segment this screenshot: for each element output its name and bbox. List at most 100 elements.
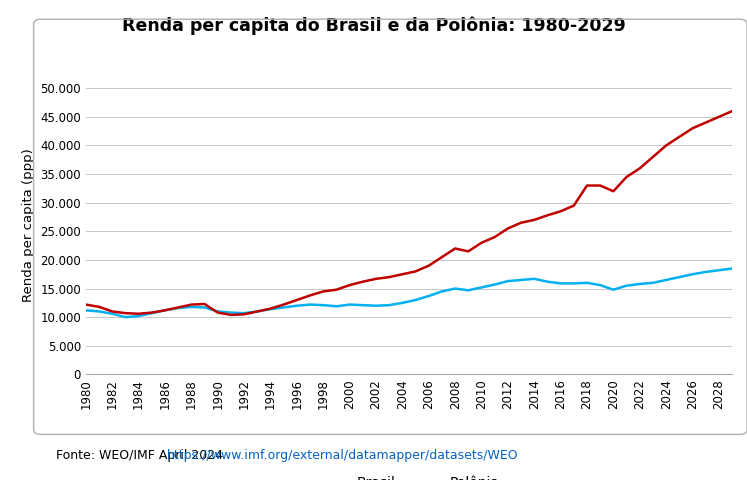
- Polônia: [385, 274, 394, 280]
- Polônia: [503, 226, 512, 231]
- Polônia: [569, 203, 578, 208]
- Polônia: [226, 312, 235, 318]
- Brasil: [306, 302, 314, 308]
- Brasil: [648, 280, 657, 286]
- Brasil: [266, 306, 275, 312]
- Brasil: [121, 314, 130, 320]
- Polônia: [675, 134, 684, 140]
- Brasil: [517, 277, 526, 283]
- Brasil: [332, 303, 341, 309]
- Brasil: [490, 282, 499, 288]
- Polônia: [345, 282, 354, 288]
- Brasil: [345, 302, 354, 308]
- Brasil: [240, 310, 249, 316]
- Brasil: [557, 280, 565, 286]
- Text: Renda per capita do Brasil e da Polônia: 1980-2029: Renda per capita do Brasil e da Polônia:…: [122, 17, 625, 36]
- Polônia: [411, 268, 420, 274]
- Brasil: [187, 304, 196, 310]
- Polônia: [371, 276, 380, 282]
- Brasil: [609, 287, 618, 293]
- Brasil: [214, 309, 223, 314]
- Brasil: [464, 288, 473, 293]
- Text: https://www.imf.org/external/datamapper/datasets/WEO: https://www.imf.org/external/datamapper/…: [167, 449, 518, 462]
- Polônia: [121, 310, 130, 316]
- Polônia: [95, 304, 104, 310]
- Polônia: [214, 310, 223, 315]
- Brasil: [385, 302, 394, 308]
- Y-axis label: Renda per capita (ppp): Renda per capita (ppp): [22, 149, 35, 302]
- Brasil: [319, 302, 328, 308]
- Polônia: [662, 143, 671, 148]
- Brasil: [371, 303, 380, 309]
- Polônia: [266, 306, 275, 312]
- Polônia: [319, 288, 328, 294]
- Polônia: [174, 305, 183, 311]
- Polônia: [635, 166, 644, 171]
- Brasil: [635, 281, 644, 287]
- Polônia: [714, 114, 723, 120]
- Polônia: [438, 254, 447, 260]
- Polônia: [490, 234, 499, 240]
- Brasil: [292, 303, 301, 309]
- Brasil: [174, 305, 183, 311]
- Polônia: [701, 120, 710, 125]
- Brasil: [226, 310, 235, 315]
- Polônia: [543, 213, 552, 218]
- Brasil: [675, 274, 684, 280]
- Brasil: [252, 309, 261, 314]
- Brasil: [543, 279, 552, 285]
- Brasil: [108, 311, 117, 317]
- Line: Brasil: Brasil: [86, 268, 732, 317]
- Polônia: [108, 309, 117, 314]
- Polônia: [332, 287, 341, 293]
- Text: Fonte: WEO/IMF April 2024: Fonte: WEO/IMF April 2024: [56, 449, 227, 462]
- Brasil: [134, 313, 143, 319]
- Brasil: [279, 305, 288, 311]
- Brasil: [503, 278, 512, 284]
- Polônia: [279, 302, 288, 308]
- Polônia: [147, 310, 156, 315]
- Polônia: [688, 125, 697, 131]
- Line: Polônia: Polônia: [86, 111, 732, 315]
- Brasil: [662, 277, 671, 283]
- Polônia: [622, 174, 631, 180]
- Brasil: [411, 297, 420, 303]
- Polônia: [728, 108, 737, 114]
- Brasil: [161, 307, 170, 313]
- Polônia: [292, 297, 301, 303]
- Brasil: [81, 307, 90, 313]
- Brasil: [147, 310, 156, 316]
- Brasil: [622, 283, 631, 288]
- Polônia: [134, 311, 143, 317]
- Polônia: [595, 183, 604, 189]
- Brasil: [359, 302, 368, 308]
- Polônia: [450, 246, 459, 252]
- Polônia: [81, 302, 90, 308]
- Brasil: [595, 282, 604, 288]
- Polônia: [477, 240, 486, 246]
- Polônia: [240, 312, 249, 317]
- Brasil: [583, 280, 592, 286]
- Brasil: [569, 280, 578, 286]
- Brasil: [688, 271, 697, 277]
- Polônia: [648, 154, 657, 160]
- Brasil: [424, 293, 433, 299]
- Brasil: [477, 285, 486, 290]
- Polônia: [359, 279, 368, 285]
- Polônia: [583, 183, 592, 189]
- Brasil: [701, 269, 710, 275]
- Brasil: [728, 265, 737, 271]
- Polônia: [200, 301, 209, 307]
- Brasil: [450, 286, 459, 291]
- Brasil: [438, 288, 447, 294]
- Brasil: [714, 267, 723, 273]
- Brasil: [95, 309, 104, 314]
- Polônia: [424, 263, 433, 268]
- Brasil: [398, 300, 407, 306]
- Polônia: [161, 307, 170, 313]
- Brasil: [200, 305, 209, 311]
- Polônia: [187, 302, 196, 308]
- Legend: Brasil, Polônia: Brasil, Polônia: [313, 470, 505, 480]
- Polônia: [517, 220, 526, 226]
- Polônia: [464, 249, 473, 254]
